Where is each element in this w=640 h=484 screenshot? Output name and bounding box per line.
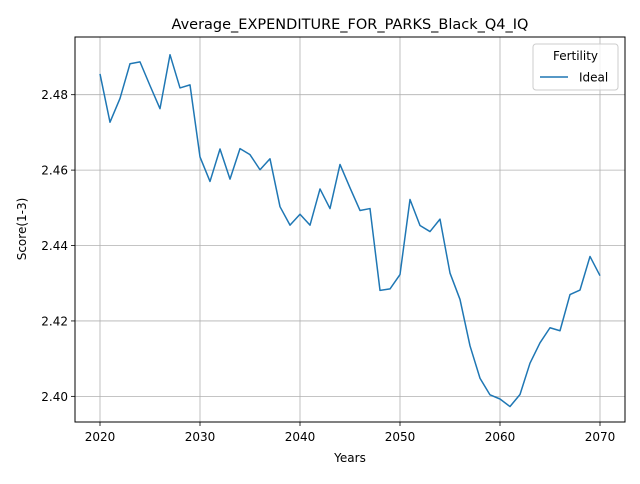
- x-tick-label: 2020: [85, 430, 116, 444]
- y-axis-ticks: 2.40 2.42 2.44 2.46 2.48: [41, 88, 75, 404]
- legend-label-ideal: Ideal: [579, 71, 608, 85]
- x-tick-label: 2060: [485, 430, 516, 444]
- chart-title: Average_EXPENDITURE_FOR_PARKS_Black_Q4_I…: [172, 17, 529, 33]
- x-tick-label: 2040: [285, 430, 316, 444]
- y-axis-label: Score(1-3): [15, 198, 29, 261]
- y-tick-label: 2.48: [41, 88, 68, 102]
- legend-title: Fertility: [553, 49, 598, 63]
- axes-frame: [74, 36, 626, 423]
- x-axis-ticks: 2020 2030 2040 2050 2060 2070: [85, 422, 616, 444]
- x-tick-label: 2070: [585, 430, 616, 444]
- legend: Fertility Ideal: [532, 43, 619, 91]
- y-tick-label: 2.40: [41, 390, 68, 404]
- y-tick-label: 2.42: [41, 314, 68, 328]
- y-tick-label: 2.44: [41, 239, 68, 253]
- x-tick-label: 2050: [385, 430, 416, 444]
- legend-box: [532, 43, 619, 91]
- y-tick-label: 2.46: [41, 164, 68, 178]
- x-tick-label: 2030: [185, 430, 216, 444]
- series-line-ideal: [99, 53, 601, 408]
- x-axis-label: Years: [333, 451, 366, 465]
- grid-lines: [75, 37, 625, 422]
- plot-area: [99, 53, 601, 408]
